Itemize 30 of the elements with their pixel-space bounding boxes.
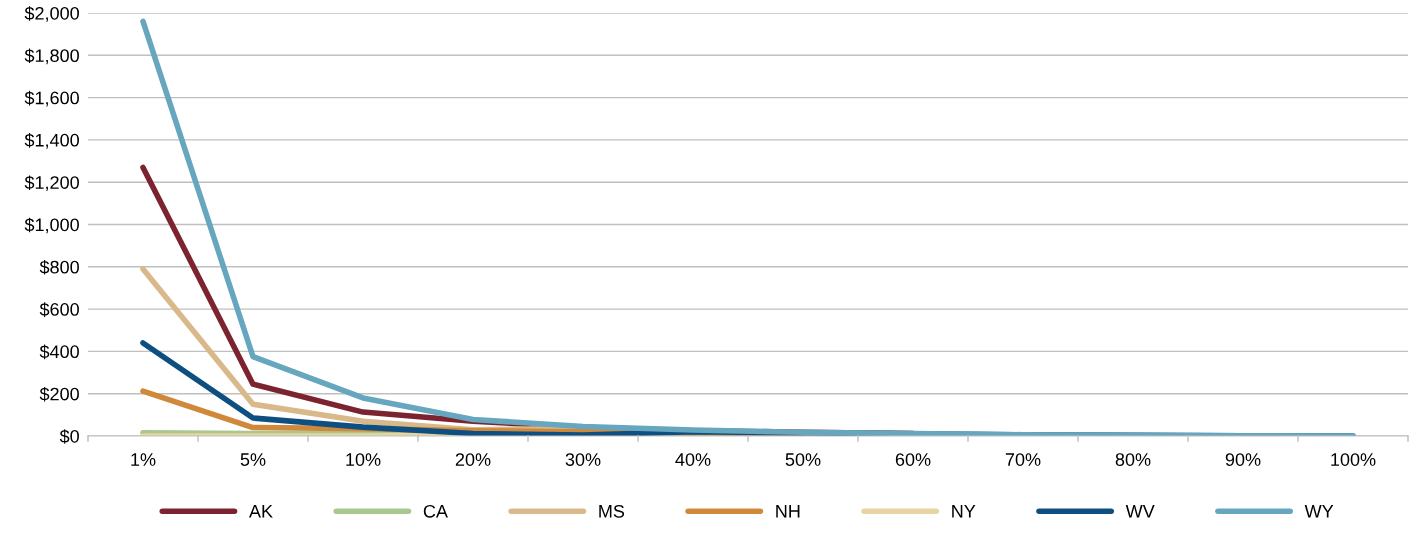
x-tick-label: 20% (455, 453, 491, 466)
y-tick-label: $800 (39, 259, 79, 275)
y-tick-label: $600 (39, 302, 79, 317)
y-tick-label: $0 (59, 429, 79, 444)
legend-label: NY (952, 505, 976, 518)
y-tick-label: $1,000 (24, 217, 79, 234)
x-tick-label: 30% (565, 453, 601, 466)
x-tick-label: 60% (895, 453, 931, 466)
x-tick-label: 90% (1225, 453, 1261, 466)
x-tick-label: 10% (346, 453, 381, 466)
x-tick-label: 100% (1331, 453, 1376, 466)
y-tick-label: $200 (39, 386, 79, 402)
x-tick-label: 5% (240, 453, 266, 466)
legend-label: WV (1125, 505, 1155, 518)
legend-label: CA (423, 504, 448, 518)
legend-label: NH (776, 505, 800, 518)
legend-label: WY (1304, 505, 1334, 518)
y-tick-label: $1,800 (24, 48, 79, 65)
y-tick-label: $1,200 (24, 175, 79, 192)
legend-label: AK (248, 505, 273, 518)
x-tick-label: 70% (1005, 453, 1041, 466)
x-tick-label: 1% (131, 453, 156, 466)
legend-label: MS (599, 504, 625, 518)
y-tick-label: $1,400 (24, 133, 79, 149)
y-tick-label: $1,600 (24, 90, 79, 107)
x-tick-label: 40% (675, 453, 711, 466)
y-tick-label: $400 (39, 344, 79, 360)
x-tick-label: 50% (785, 453, 821, 466)
x-tick-label: 80% (1115, 453, 1151, 466)
y-tick-label: $2,000 (24, 6, 79, 22)
